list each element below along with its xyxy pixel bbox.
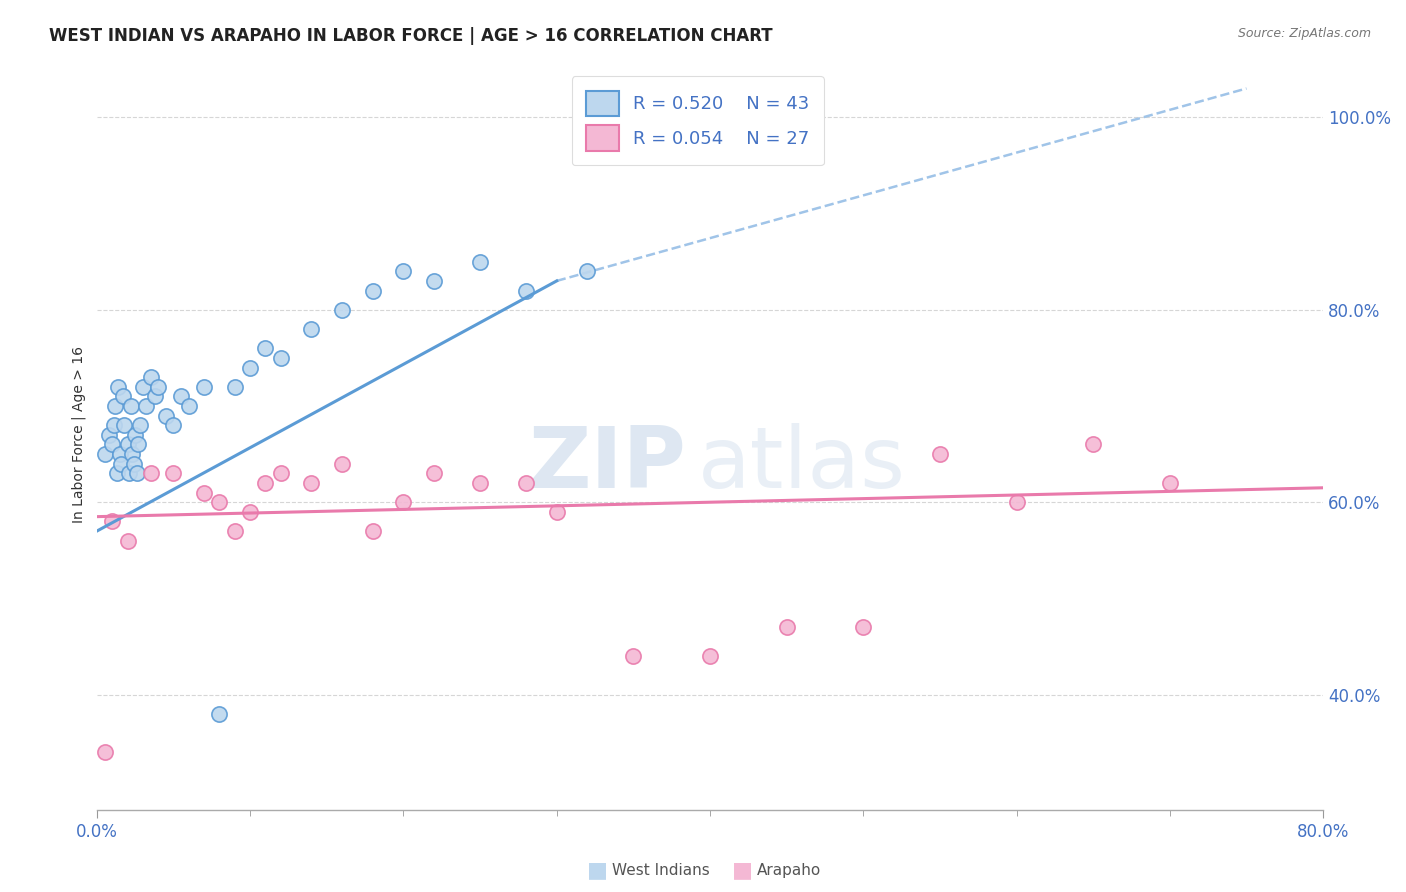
Point <box>330 302 353 317</box>
Point <box>468 475 491 490</box>
Point <box>193 485 215 500</box>
Point <box>254 341 277 355</box>
Point <box>111 389 134 403</box>
Text: West Indians: West Indians <box>612 863 710 878</box>
Text: Source: ZipAtlas.com: Source: ZipAtlas.com <box>1237 27 1371 40</box>
Point <box>1159 475 1181 490</box>
Point <box>361 284 384 298</box>
Point <box>101 515 124 529</box>
Text: ■: ■ <box>588 861 607 880</box>
Point <box>699 649 721 664</box>
Point <box>546 505 568 519</box>
Point <box>121 447 143 461</box>
Point <box>239 505 262 519</box>
Point <box>103 418 125 433</box>
Point <box>124 428 146 442</box>
Point <box>155 409 177 423</box>
Point <box>1083 437 1105 451</box>
Point <box>107 380 129 394</box>
Point <box>1005 495 1028 509</box>
Point <box>128 418 150 433</box>
Y-axis label: In Labor Force | Age > 16: In Labor Force | Age > 16 <box>72 346 86 524</box>
Point <box>423 274 446 288</box>
Point <box>515 284 537 298</box>
Point <box>576 264 599 278</box>
Point <box>193 380 215 394</box>
Point <box>301 475 323 490</box>
Point <box>98 428 121 442</box>
Point <box>224 524 246 538</box>
Point <box>146 380 169 394</box>
Point <box>120 399 142 413</box>
Point <box>162 467 184 481</box>
Point <box>143 389 166 403</box>
Point <box>775 620 797 634</box>
Point <box>852 620 875 634</box>
Point <box>127 437 149 451</box>
Point <box>93 745 115 759</box>
Point <box>101 437 124 451</box>
Point <box>132 380 155 394</box>
Text: atlas: atlas <box>697 424 905 507</box>
Point <box>108 447 131 461</box>
Point <box>118 467 141 481</box>
Point <box>621 649 644 664</box>
Point <box>515 475 537 490</box>
Point <box>105 467 128 481</box>
Point <box>239 360 262 375</box>
Text: WEST INDIAN VS ARAPAHO IN LABOR FORCE | AGE > 16 CORRELATION CHART: WEST INDIAN VS ARAPAHO IN LABOR FORCE | … <box>49 27 773 45</box>
Point <box>104 399 127 413</box>
Point <box>162 418 184 433</box>
Point <box>468 254 491 268</box>
Point <box>117 437 139 451</box>
Point <box>208 495 231 509</box>
Point <box>392 495 415 509</box>
Point <box>139 467 162 481</box>
Point <box>224 380 246 394</box>
Point <box>117 533 139 548</box>
Point <box>110 457 132 471</box>
Legend: R = 0.520    N = 43, R = 0.054    N = 27: R = 0.520 N = 43, R = 0.054 N = 27 <box>572 76 824 165</box>
Point <box>254 475 277 490</box>
Point <box>122 457 145 471</box>
Point <box>270 467 292 481</box>
Point <box>125 467 148 481</box>
Point <box>330 457 353 471</box>
Point <box>423 467 446 481</box>
Point <box>392 264 415 278</box>
Point <box>170 389 193 403</box>
Point <box>301 322 323 336</box>
Point <box>177 399 200 413</box>
Point <box>139 370 162 384</box>
Text: ■: ■ <box>733 861 752 880</box>
Text: ZIP: ZIP <box>527 424 686 507</box>
Point <box>114 418 136 433</box>
Point <box>361 524 384 538</box>
Point <box>135 399 157 413</box>
Point <box>929 447 952 461</box>
Point <box>93 447 115 461</box>
Point <box>208 706 231 721</box>
Point <box>270 351 292 365</box>
Text: Arapaho: Arapaho <box>756 863 821 878</box>
